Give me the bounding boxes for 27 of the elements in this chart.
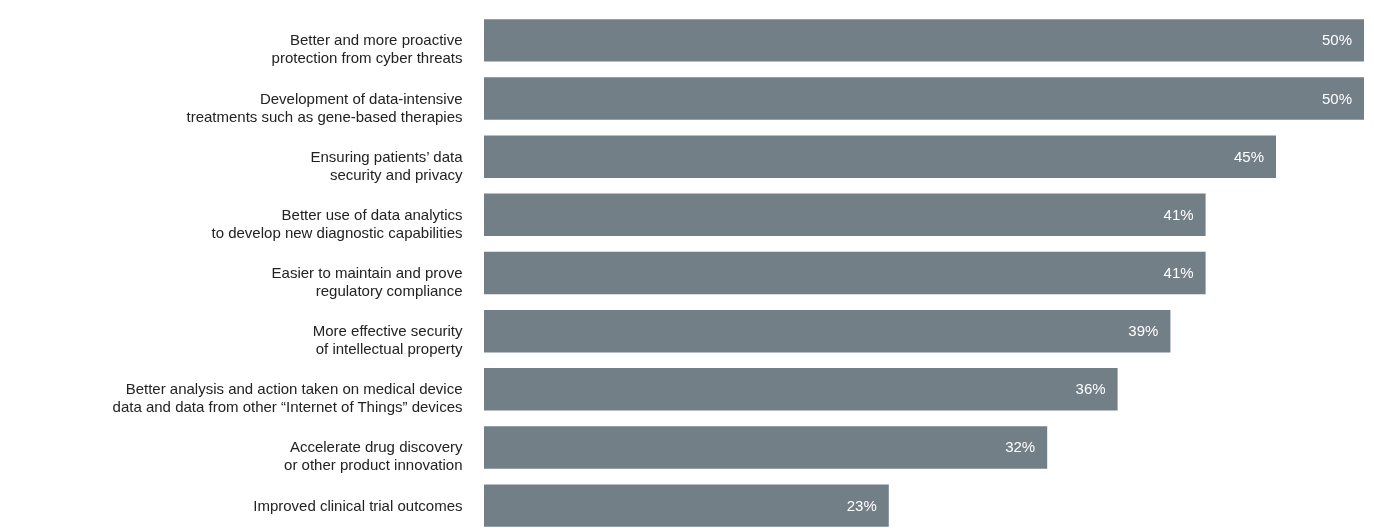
bar [484,484,889,527]
y-tick-label: Better analysis and action taken on medical device data and data from other “Internet of Things” devices [112,380,463,416]
bar [484,251,1206,295]
data-label: 23% [846,496,877,514]
bar [484,19,1364,62]
y-tick-label: More effective security of intellectual property [312,322,463,358]
y-tick-label: Accelerate drug discovery or other product innovation [284,438,463,474]
y-tick-label: Improved clinical trial outcomes [253,496,463,514]
data-label: 50% [1321,31,1352,49]
data-label: 36% [1075,380,1106,398]
y-tick-label: Better use of data analytics to develop new diagnostic capabilities [211,205,463,241]
bar [484,309,1171,353]
data-label: 32% [1005,438,1036,456]
data-label: 41% [1163,264,1194,281]
bar [484,426,1048,469]
data-label: 50% [1321,89,1352,107]
bar [484,193,1206,237]
y-tick-label: Development of data-intensive treatments such as gene-based therapies [186,89,463,125]
data-label: 39% [1128,322,1159,340]
y-tick-label: Better and more proactive protection from cyber threats [271,31,463,67]
data-label: 41% [1163,205,1194,223]
data-label: 45% [1233,147,1264,165]
y-tick-label: Easier to maintain and prove regulatory compliance [271,264,463,299]
bar [484,368,1118,411]
y-tick-label: Ensuring patients’ data security and privacy [310,147,464,183]
bar [484,135,1276,178]
bar [484,77,1364,120]
